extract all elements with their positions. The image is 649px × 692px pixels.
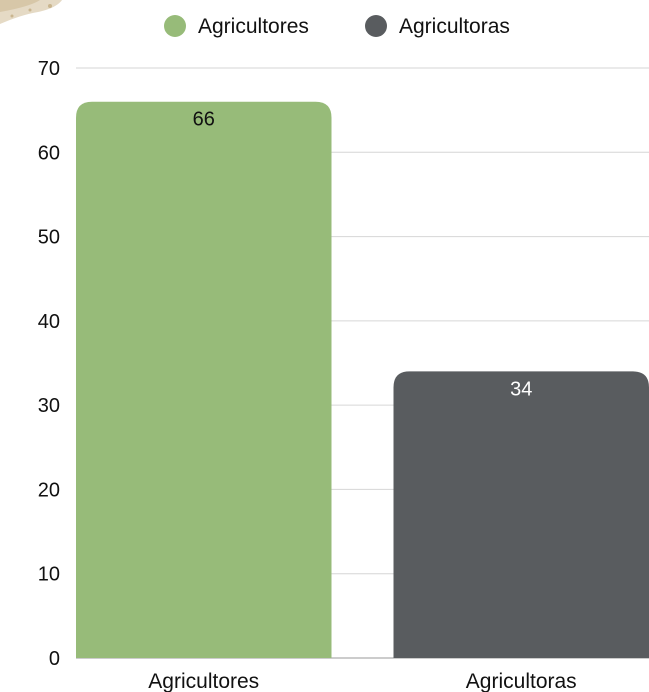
bar-agricultores[interactable] (76, 101, 332, 658)
y-tick-label: 70 (38, 58, 60, 80)
bars: 66 34 (76, 101, 649, 658)
data-label: 66 (193, 109, 215, 131)
y-tick-label: 60 (38, 142, 60, 164)
legend-label[interactable]: Agricultores (198, 15, 309, 38)
decorative-corner-texture (0, 0, 62, 24)
legend-swatch-agricultoras[interactable] (365, 15, 387, 37)
x-category-label: Agricultoras (466, 670, 577, 692)
x-axis-category-labels: Agricultores Agricultoras (148, 670, 576, 692)
legend-swatch-agricultores[interactable] (164, 15, 186, 37)
legend-label[interactable]: Agricultoras (399, 15, 510, 38)
y-tick-label: 0 (49, 648, 60, 670)
data-label: 34 (510, 378, 532, 400)
bar-agricultoras[interactable] (393, 371, 649, 658)
x-category-label: Agricultores (148, 670, 259, 692)
y-axis-tick-labels: 0 10 20 30 40 50 60 70 (38, 58, 60, 670)
y-tick-label: 50 (38, 227, 60, 249)
y-tick-label: 40 (38, 311, 60, 333)
chart-legend: Agricultores Agricultoras (164, 15, 510, 38)
y-tick-label: 20 (38, 479, 60, 501)
y-tick-label: 10 (38, 564, 60, 586)
y-tick-label: 30 (38, 395, 60, 417)
